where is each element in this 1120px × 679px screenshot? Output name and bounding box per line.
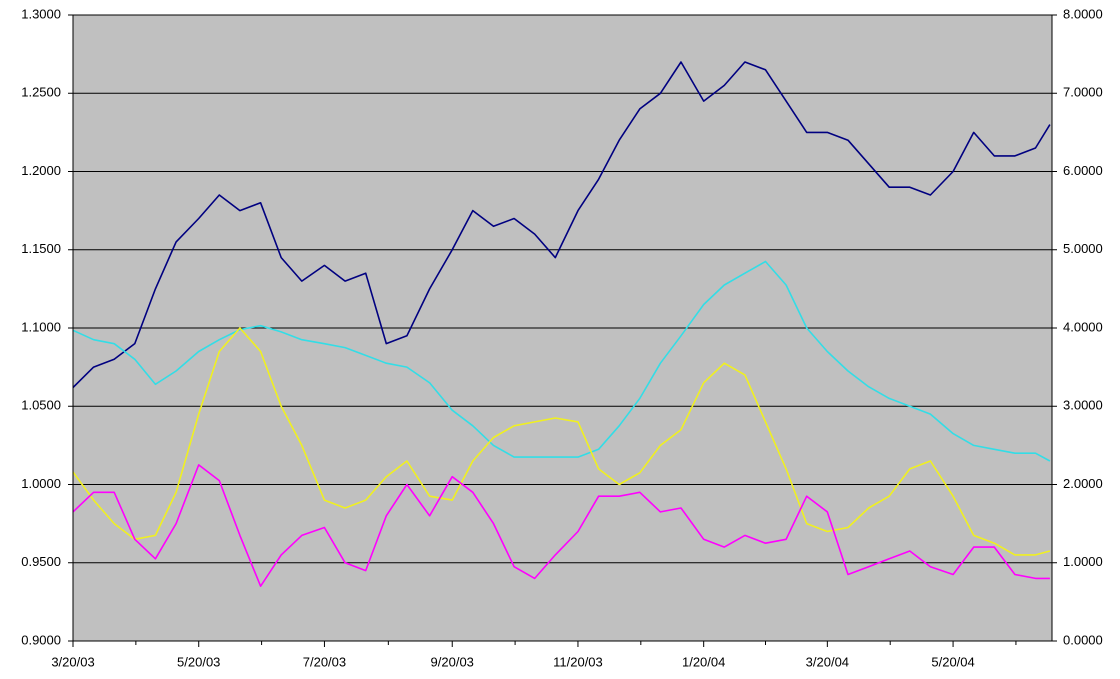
y2-tick-label: 2.0000 — [1063, 476, 1103, 491]
x-tick-label: 11/20/03 — [553, 654, 603, 669]
x-tick-label: 1/20/04 — [682, 654, 725, 669]
y-tick-label: 1.0000 — [21, 476, 61, 491]
y2-tick-label: 6.0000 — [1063, 163, 1103, 178]
y2-tick-label: 7.0000 — [1063, 85, 1103, 100]
y2-tick-label: 4.0000 — [1063, 319, 1103, 334]
y-tick-label: 1.2500 — [21, 85, 61, 100]
series-line — [72, 61, 1051, 389]
y2-tick-label: 0.0000 — [1063, 632, 1103, 647]
y2-tick-label: 8.0000 — [1063, 6, 1103, 21]
series-line — [72, 464, 1050, 587]
x-tick-label: 7/20/03 — [303, 654, 346, 669]
y2-tick-label: 3.0000 — [1063, 398, 1103, 413]
y-tick-label: 1.1000 — [21, 319, 61, 334]
y-tick-label: 1.3000 — [21, 6, 61, 21]
series-line — [72, 327, 1051, 556]
y2-tick-label: 5.0000 — [1063, 241, 1103, 256]
y-tick-label: 1.0500 — [21, 398, 61, 413]
y2-tick-label: 1.0000 — [1063, 554, 1103, 569]
y-tick-label: 0.9000 — [21, 632, 61, 647]
x-tick-label: 3/20/04 — [806, 654, 849, 669]
x-tick-label: 9/20/03 — [431, 654, 474, 669]
y-tick-label: 1.1500 — [21, 241, 61, 256]
x-tick-label: 5/20/03 — [177, 654, 220, 669]
x-tick-label: 5/20/04 — [931, 654, 974, 669]
y-tick-label: 0.9500 — [21, 554, 61, 569]
y-tick-label: 1.2000 — [21, 163, 61, 178]
x-tick-label: 3/20/03 — [51, 654, 94, 669]
